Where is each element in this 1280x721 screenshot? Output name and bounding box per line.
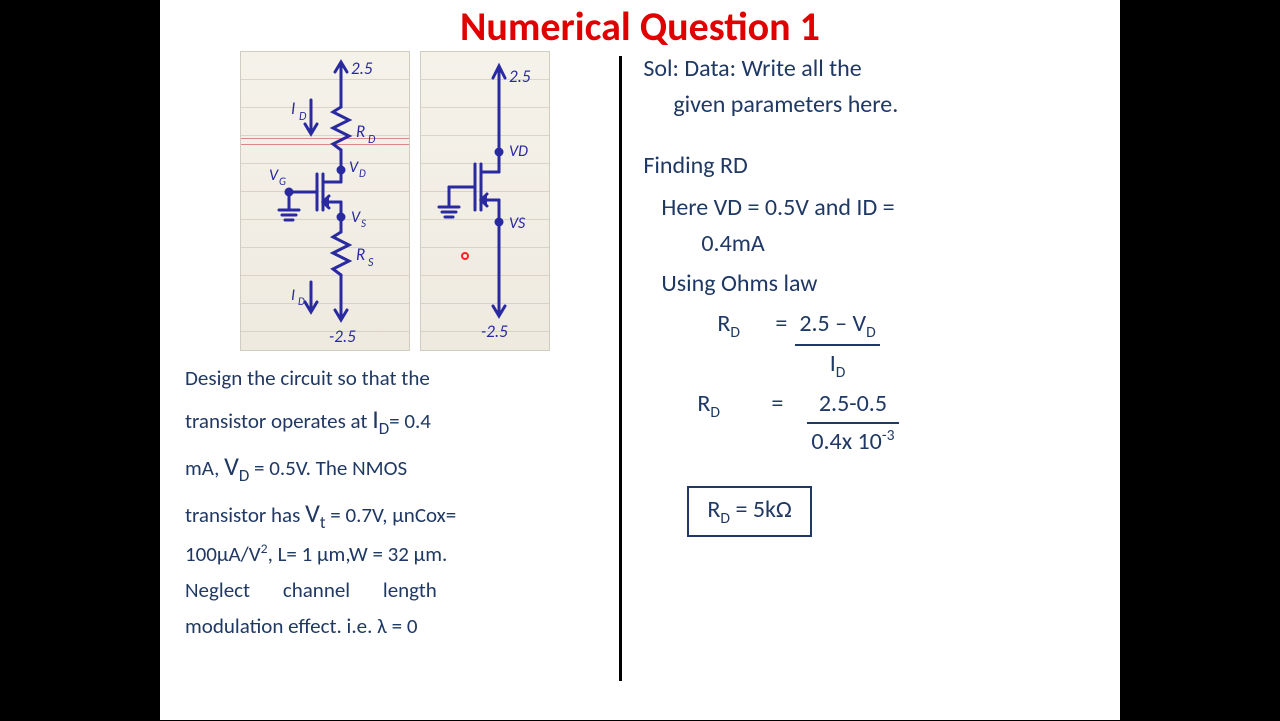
vtop-label: 2.5 [351, 58, 373, 79]
svg-text:-2.5: -2.5 [329, 326, 356, 347]
q-line: 100μA/V2, L= 1 μm,W = 32 μm. [185, 537, 604, 573]
q-line: transistor has Vt = 0.7V, μnCox= [185, 491, 604, 538]
q-line: transistor operates at ID= 0.4 [185, 397, 604, 444]
circuit-diagram-2: 2.5 VD [420, 51, 550, 351]
svg-text:VD: VD [509, 142, 528, 161]
q-line: modulation effect. i.e. λ = 0 [185, 609, 604, 645]
svg-text:R: R [356, 244, 365, 265]
svg-text:D: D [368, 133, 376, 147]
diagram-row: 2.5 I D R D [185, 51, 604, 351]
circuit-diagram-1: 2.5 I D R D [240, 51, 410, 351]
svg-text:-2.5: -2.5 [481, 321, 508, 342]
right-column: Sol: Data: Write all the given parameter… [622, 51, 1120, 721]
svg-text:I: I [291, 98, 295, 119]
method-label: Using Ohms law [637, 266, 1100, 302]
question-text: Design the circuit so that the transisto… [185, 361, 604, 645]
content-area: 2.5 I D R D [160, 51, 1120, 721]
q-line: mA, VD = 0.5V. The NMOS [185, 444, 604, 491]
equation-1: RD = 2.5 – VD ID [637, 306, 1100, 384]
equation-2: RD = 2.5-0.5 0.4x 10-3 [637, 386, 1100, 460]
svg-text:D: D [359, 167, 366, 180]
svg-text:S: S [361, 217, 366, 230]
svg-text:V: V [269, 166, 279, 185]
circuit-svg-1: 2.5 I D R D [241, 52, 411, 352]
svg-text:V: V [349, 158, 359, 177]
answer-box: RD = 5kΩ [687, 486, 811, 536]
q-line: Design the circuit so that the [185, 361, 604, 397]
svg-text:D: D [299, 110, 307, 124]
svg-text:I: I [291, 286, 295, 305]
svg-text:D: D [298, 295, 305, 308]
circuit-svg-2: 2.5 VD [421, 52, 551, 352]
given-values: Here VD = 0.5V and ID = 0.4mA [637, 190, 1100, 262]
svg-text:2.5: 2.5 [509, 66, 531, 87]
svg-text:G: G [279, 175, 286, 188]
laser-pointer-icon [461, 252, 469, 260]
left-column: 2.5 I D R D [160, 51, 619, 721]
page-title: Numerical Question 1 [160, 0, 1120, 51]
svg-text:R: R [356, 121, 365, 142]
svg-text:V: V [351, 208, 361, 227]
finding-heading: Finding RD [637, 148, 1100, 184]
sol-intro: Sol: Data: Write all the given parameter… [637, 51, 1100, 123]
svg-text:S: S [368, 256, 374, 270]
slide: Numerical Question 1 2.5 [160, 0, 1120, 720]
svg-text:VS: VS [509, 214, 526, 233]
q-line: Neglect channel length [185, 573, 604, 609]
